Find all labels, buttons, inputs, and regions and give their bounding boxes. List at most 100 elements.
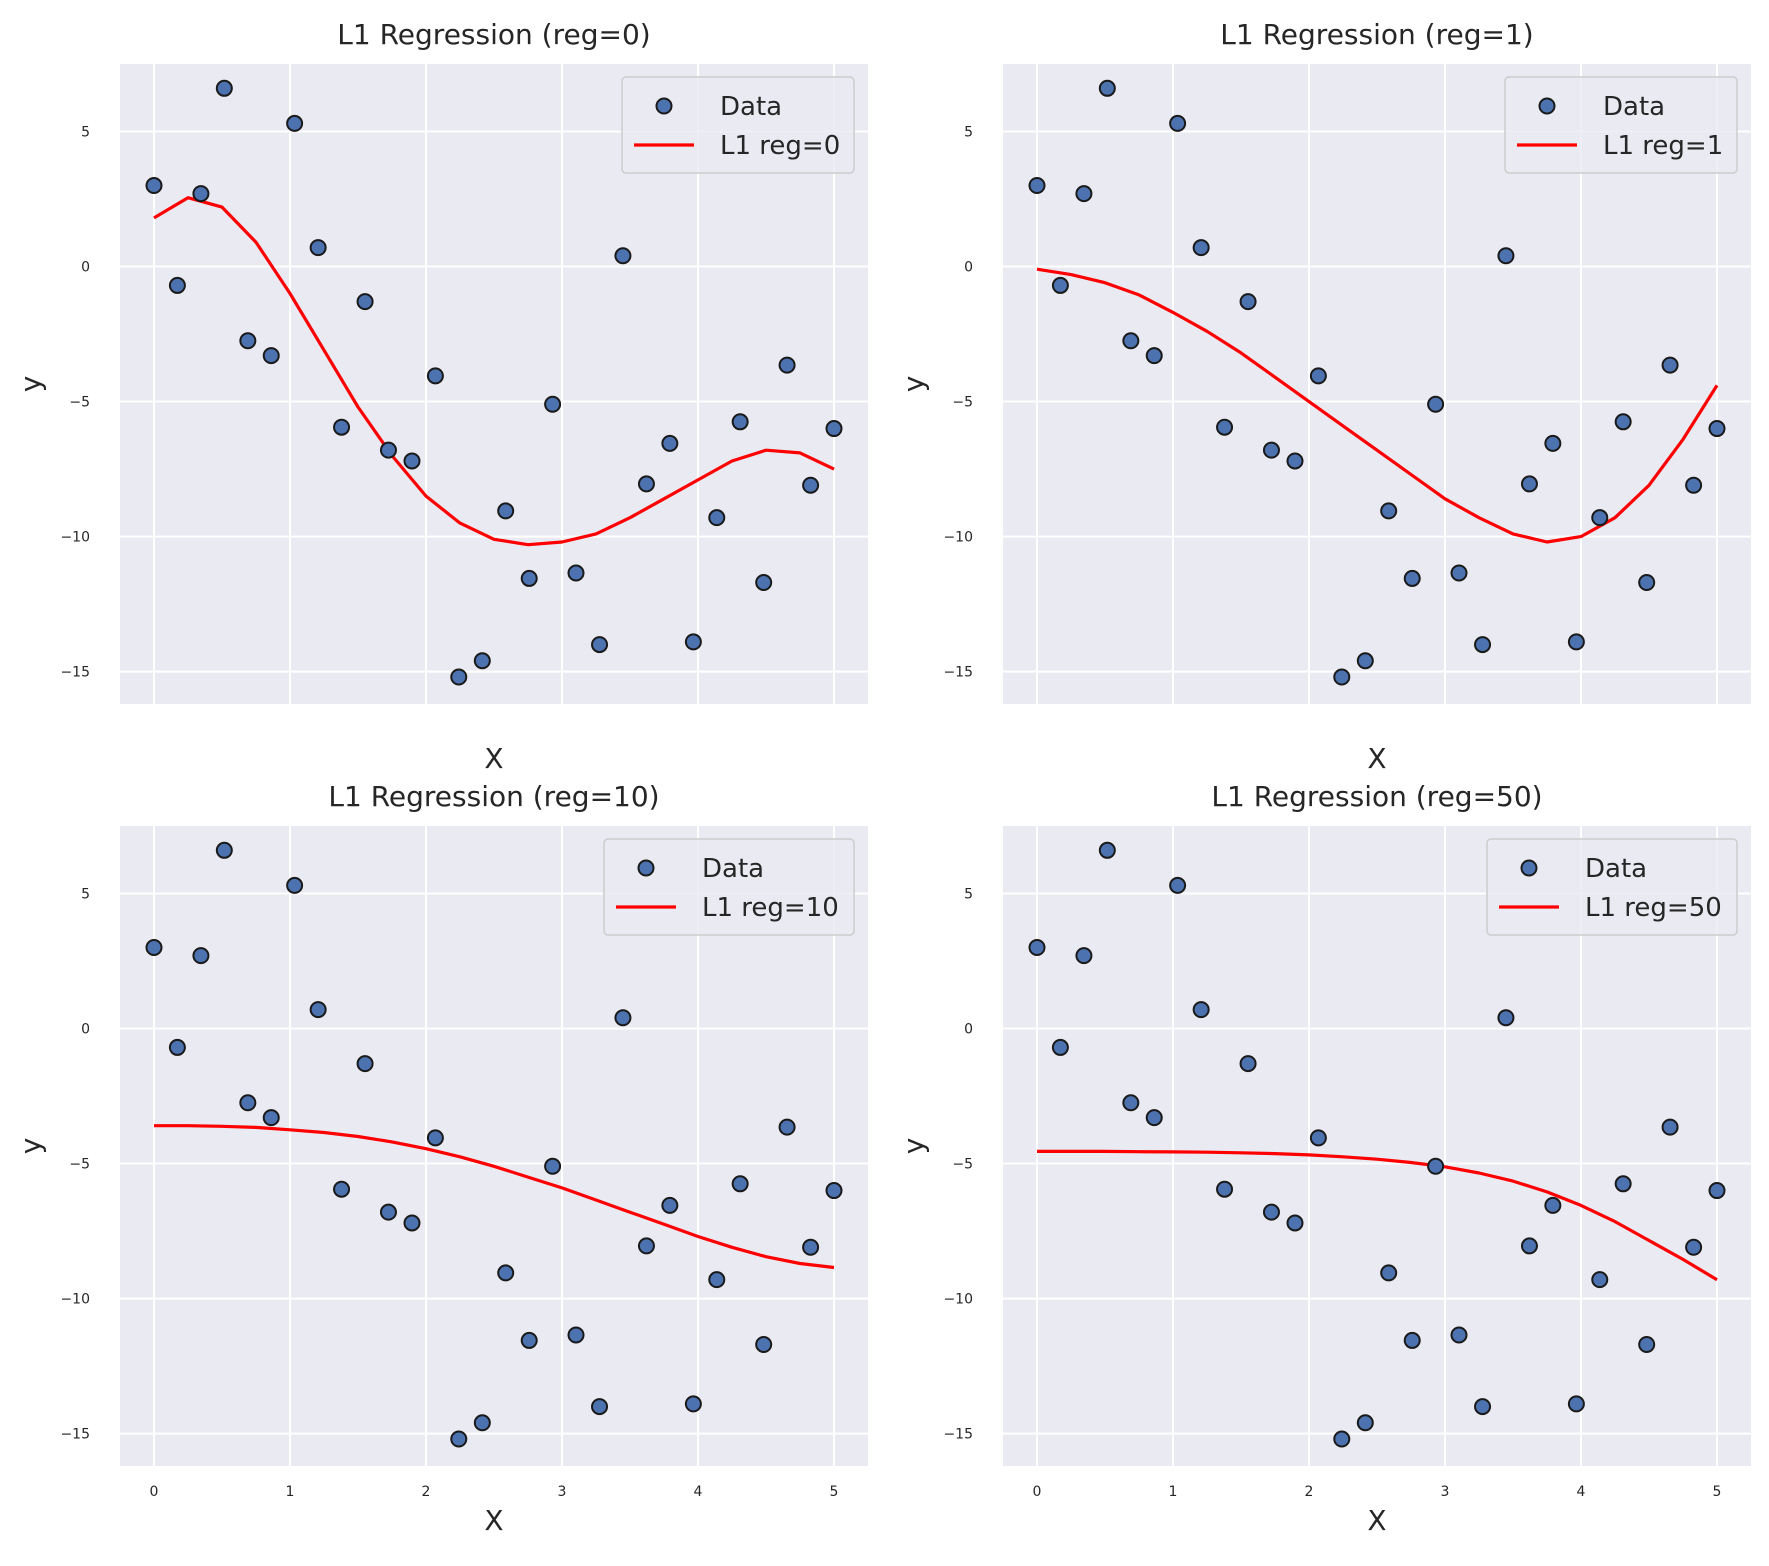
y-tick-label: 5: [964, 125, 973, 141]
data-point: [1333, 668, 1351, 686]
data-point: [1450, 1326, 1468, 1344]
data-point: [1122, 332, 1140, 350]
data-point: [239, 1094, 257, 1112]
data-point: [309, 239, 327, 257]
data-point: [567, 564, 585, 582]
legend: Data L1 reg=50: [1486, 838, 1738, 936]
legend-label-data: Data: [720, 92, 782, 122]
legend-label-data: Data: [702, 854, 764, 884]
data-point: [1708, 420, 1726, 438]
data-point: [591, 636, 609, 654]
x-tick-label: 3: [1441, 1484, 1450, 1500]
x-tick-label: 0: [1033, 1484, 1042, 1500]
data-point: [1075, 947, 1093, 965]
data-point: [1661, 356, 1679, 374]
y-tick-label: 5: [964, 887, 973, 903]
data-point: [1638, 1335, 1656, 1353]
subplot-3: 5 0 −5 −10 −15 0 1 2 3 4 5 L1 Regression (reg=10) Xy…: [14, 780, 868, 1537]
data-point: [450, 668, 468, 686]
data-point: [637, 1237, 655, 1255]
y-tick-label: 0: [81, 260, 90, 276]
y-axis-label: y: [14, 1138, 47, 1155]
data-point: [708, 509, 726, 527]
y-tick-label: −5: [952, 395, 973, 411]
legend-marker-data: [655, 97, 673, 115]
data-point: [215, 841, 233, 859]
data-point: [755, 1335, 773, 1353]
data-point: [1638, 573, 1656, 591]
data-point: [1427, 1157, 1445, 1175]
data-point: [1520, 1237, 1538, 1255]
data-point: [1192, 239, 1210, 257]
data-point: [1427, 395, 1445, 413]
y-tick-label: 0: [964, 1022, 973, 1038]
data-point: [145, 177, 163, 195]
data-point: [1544, 1196, 1562, 1214]
data-point: [286, 876, 304, 894]
data-point: [1661, 1118, 1679, 1136]
data-point: [1380, 502, 1398, 520]
data-point: [1098, 841, 1116, 859]
data-point: [1544, 434, 1562, 452]
data-point: [825, 420, 843, 438]
data-point: [1145, 347, 1163, 365]
data-point: [1708, 1182, 1726, 1200]
data-point: [1333, 1430, 1351, 1448]
x-tick-label: 4: [1577, 1484, 1586, 1500]
data-point: [379, 441, 397, 459]
data-point: [1567, 1395, 1585, 1413]
data-point: [1380, 1264, 1398, 1282]
y-tick-label: 5: [81, 887, 90, 903]
data-point: [1051, 1038, 1069, 1056]
y-axis-label: y: [897, 1138, 930, 1155]
data-point: [684, 633, 702, 651]
y-tick-label: −15: [943, 665, 973, 681]
data-point: [1098, 79, 1116, 97]
data-point: [637, 475, 655, 493]
data-point: [168, 276, 186, 294]
legend-label-data: Data: [1603, 92, 1665, 122]
x-axis-label: X: [484, 1504, 503, 1537]
x-tick-label: 5: [1713, 1484, 1722, 1500]
y-tick-label: −15: [943, 1427, 973, 1443]
data-point: [708, 1271, 726, 1289]
regression-line: [154, 1124, 835, 1270]
x-tick-label: 5: [830, 1484, 839, 1500]
data-point: [262, 347, 280, 365]
data-point: [168, 1038, 186, 1056]
legend: Data L1 reg=1: [1504, 76, 1738, 174]
subplot-title: L1 Regression (reg=0): [337, 18, 650, 51]
y-tick-label: −5: [69, 395, 90, 411]
data-point: [1520, 475, 1538, 493]
data-point: [731, 413, 749, 431]
legend-label-line: L1 reg=10: [702, 893, 839, 923]
data-point: [520, 569, 538, 587]
subplot-title: L1 Regression (reg=1): [1220, 18, 1533, 51]
data-point: [614, 1009, 632, 1027]
data-point: [215, 79, 233, 97]
subplot-4: 5 0 −5 −10 −15 0 1 2 3 4 5 L1 Regression (reg=50) Xy…: [897, 780, 1751, 1537]
data-point: [473, 652, 491, 670]
data-point: [544, 395, 562, 413]
data-point: [286, 114, 304, 132]
data-point: [755, 573, 773, 591]
y-axis-label: y: [14, 376, 47, 393]
data-point: [192, 185, 210, 203]
legend-label-line: L1 reg=50: [1585, 893, 1722, 923]
legend-frame: [1486, 838, 1738, 936]
y-tick-label: 5: [81, 125, 90, 141]
x-tick-label: 2: [422, 1484, 431, 1500]
legend-marker-data: [1520, 859, 1538, 877]
data-point: [426, 367, 444, 385]
data-point: [1591, 509, 1609, 527]
data-point: [450, 1430, 468, 1448]
y-tick-label: −15: [60, 665, 90, 681]
data-point: [356, 1055, 374, 1073]
data-point: [1216, 1180, 1234, 1198]
data-point: [1169, 114, 1187, 132]
data-point: [333, 418, 351, 436]
subplot-1: 5 0 −5 −10 −15 L1 Regression (reg=0) Xy Data L1 …: [14, 18, 868, 775]
y-tick-label: 0: [964, 260, 973, 276]
y-tick-label: −5: [69, 1157, 90, 1173]
x-axis-label: X: [1367, 742, 1386, 775]
